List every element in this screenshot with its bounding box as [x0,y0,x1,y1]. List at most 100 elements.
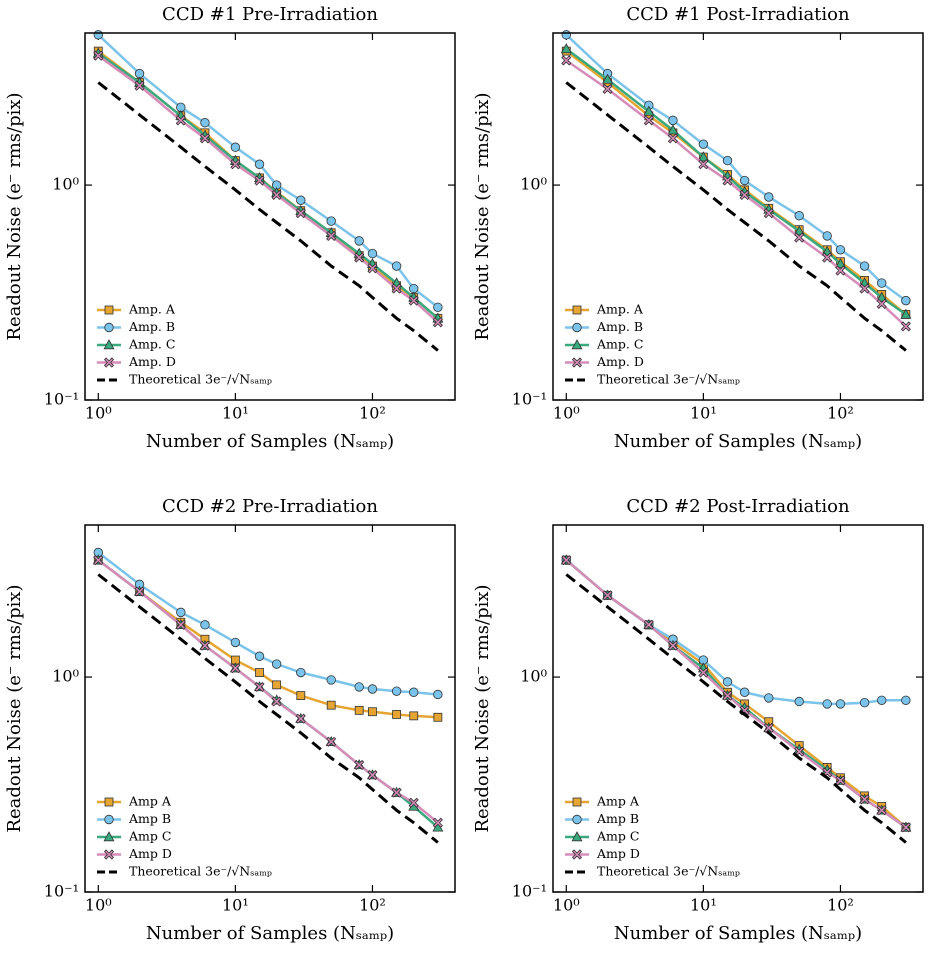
legend-marker [104,814,114,825]
legend-marker [104,322,114,333]
x-tick-label: 10¹ [222,896,249,915]
marker [561,30,571,40]
subplot: CCD #2 Pre-Irradiation Number of Samples … [4,496,456,944]
marker [794,232,805,243]
marker [175,115,186,126]
legend-label: Amp. A [128,302,176,317]
marker [667,640,679,651]
marker [822,231,832,241]
marker [296,691,306,700]
series-line [565,33,907,302]
marker [93,50,104,61]
marker [272,680,282,690]
legend-marker [104,797,114,807]
legend-label: Amp. D [596,354,644,369]
legend-marker [572,814,582,825]
marker [667,133,679,144]
marker [602,590,613,601]
marker [254,175,265,186]
marker [602,83,613,95]
marker [230,142,241,152]
legend-label: Amp. B [128,319,175,334]
legend-marker [571,357,583,368]
theory-line [565,573,907,844]
legend-label: Amp A [596,794,640,809]
marker [859,697,870,708]
legend-marker [103,339,115,350]
legend-label: Amp A [128,794,172,809]
marker [722,690,733,701]
marker [876,291,888,302]
y-tick-label: 10⁻¹ [44,882,79,901]
y-tick-label: 10⁻¹ [44,390,79,409]
legend-label: Amp B [128,811,171,826]
marker [230,637,241,648]
marker [409,687,419,697]
marker [199,133,211,144]
legend-label: Amp. C [596,337,643,352]
x-axis-label: Number of Samples (Nₛₐₘₚ) [146,431,394,452]
legend-label: Amp D [596,846,640,861]
marker [271,696,282,707]
legend-label: Theoretical 3e⁻/√Nₛₐₘₚ [129,864,272,879]
marker [835,775,846,786]
legend-marker [104,305,114,315]
plot-frame [84,524,456,893]
marker [722,677,733,687]
legend-marker [103,831,115,842]
theory-line [565,81,907,352]
marker [254,681,265,692]
marker [764,693,774,703]
marker [409,283,419,294]
marker [901,295,911,306]
marker [698,159,709,170]
marker [230,663,241,674]
marker [697,151,709,162]
marker [561,55,572,66]
marker [698,139,709,149]
marker [900,321,911,332]
legend-marker [572,322,582,333]
x-tick-label: 10¹ [690,896,717,915]
marker [367,263,378,274]
marker [794,211,804,221]
marker [900,822,911,833]
marker [271,659,282,669]
marker [560,43,572,54]
marker [668,115,678,126]
x-tick-label: 10⁰ [553,404,580,423]
marker [200,620,210,630]
marker [835,265,846,276]
x-tick-label: 10² [827,404,854,423]
legend-label: Theoretical 3e⁻/√Nₛₐₘₚ [129,372,272,387]
x-tick-label: 10⁰ [553,896,580,915]
marker [295,208,306,219]
marker [254,159,265,169]
marker [643,619,654,630]
x-tick-label: 10⁰ [85,404,112,423]
marker [391,283,402,294]
marker [643,115,654,126]
marker [859,794,870,805]
marker [391,686,402,696]
marker [432,817,443,828]
marker [354,705,364,715]
marker [432,317,443,328]
marker [876,805,887,816]
series-line [565,59,907,328]
marker [93,555,104,566]
marker [859,283,870,294]
x-tick-label: 10⁰ [85,896,112,915]
subplot: CCD #1 Post-Irradiation Number of Samples… [472,4,924,452]
legend-marker [571,849,583,860]
legend-marker [103,357,115,368]
x-tick-label: 10² [359,404,386,423]
legend-label: Amp. A [596,302,644,317]
y-tick-label: 10⁰ [52,175,79,194]
marker [255,668,264,677]
series-line [97,551,439,696]
y-tick-label: 10⁰ [520,667,547,686]
x-axis-label: Number of Samples (Nₛₐₘₚ) [614,431,862,452]
legend-label: Amp D [128,846,172,861]
legend-label: Amp C [128,829,171,844]
